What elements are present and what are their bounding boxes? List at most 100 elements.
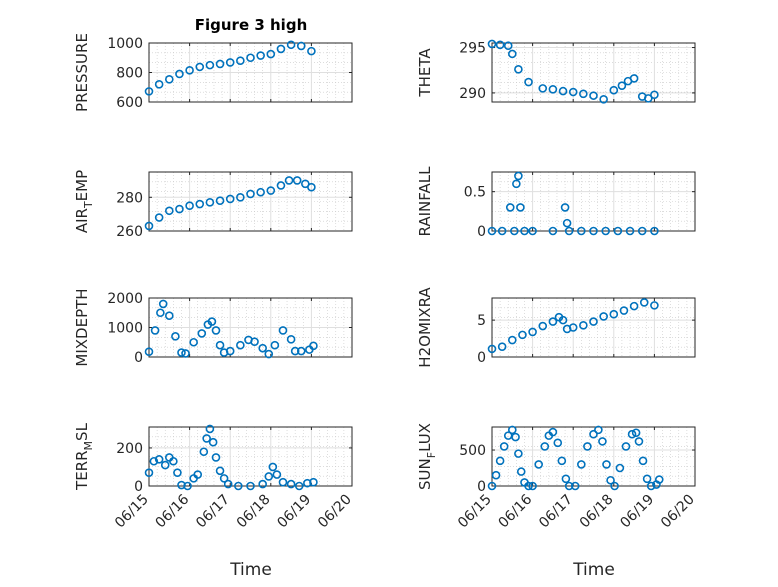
panels: 600 800 1000 PRESSURE 290 295 THETA 260 280 AIRTE… xyxy=(73,33,698,531)
data-point xyxy=(264,349,274,359)
data-point xyxy=(644,94,653,103)
data-point xyxy=(284,176,294,185)
x-tick-label: 06/19 xyxy=(274,492,314,532)
data-point xyxy=(202,434,211,443)
data-point xyxy=(215,196,225,205)
data-point xyxy=(495,456,505,466)
y-tick-label: 0 xyxy=(134,479,143,495)
data-point xyxy=(199,447,209,457)
data-point xyxy=(256,187,265,197)
y-tick-label: 800 xyxy=(116,66,143,82)
data-point xyxy=(286,40,296,50)
data-point xyxy=(609,85,619,95)
y-axis-label: SUNFLUX xyxy=(416,423,438,490)
data-point xyxy=(296,346,306,356)
data-point xyxy=(225,194,235,204)
y-tick-label: 1000 xyxy=(107,36,143,52)
data-point xyxy=(562,218,572,228)
figure-title: Figure 3 high xyxy=(195,16,308,34)
data-point xyxy=(246,481,255,491)
data-point xyxy=(642,474,652,484)
data-point xyxy=(516,467,526,476)
axes-box xyxy=(491,426,696,487)
data-point xyxy=(144,468,154,477)
y-axis-label: PRESSURE xyxy=(73,33,91,112)
y-axis-label-rest: EMP xyxy=(73,170,91,201)
y-axis-label-sub: T xyxy=(82,201,95,209)
data-point xyxy=(278,326,288,335)
data-point xyxy=(650,90,659,100)
axes-box xyxy=(491,42,696,103)
data-point xyxy=(512,179,521,189)
y-axis-label: TERRMSL xyxy=(73,422,95,491)
data-point xyxy=(560,203,570,212)
y-tick-label: 5 xyxy=(477,313,486,329)
data-point xyxy=(613,226,623,236)
data-point xyxy=(276,181,286,190)
data-point xyxy=(185,65,194,75)
data-point xyxy=(286,334,296,344)
data-point xyxy=(246,53,255,63)
data-point xyxy=(258,479,267,489)
data-point xyxy=(144,347,154,356)
data-point xyxy=(548,226,558,236)
x-tick-label: 06/18 xyxy=(577,492,617,532)
data-point xyxy=(487,39,497,49)
y-tick-label: 200 xyxy=(116,441,143,457)
data-point xyxy=(171,332,180,341)
data-point xyxy=(278,477,288,487)
x-axis-labels: Time Time xyxy=(229,560,615,580)
data-point xyxy=(507,425,517,435)
data-point xyxy=(234,481,243,491)
data-point xyxy=(165,206,174,216)
data-point xyxy=(538,84,548,93)
data-point xyxy=(606,475,615,485)
data-point xyxy=(189,337,198,347)
data-point xyxy=(309,477,318,487)
data-point xyxy=(236,192,245,202)
x-tick-label: 06/16 xyxy=(496,491,536,531)
data-point xyxy=(634,437,644,446)
data-point xyxy=(154,213,164,222)
data-point xyxy=(286,479,296,489)
data-point xyxy=(610,481,619,491)
data-point xyxy=(497,342,507,351)
data-point xyxy=(568,87,578,97)
data-point xyxy=(149,456,159,466)
data-point xyxy=(223,479,233,489)
data-point xyxy=(197,329,207,338)
data-point xyxy=(303,478,312,488)
data-point xyxy=(558,86,568,96)
data-point xyxy=(516,203,525,212)
data-point xyxy=(524,481,533,491)
data-point xyxy=(205,60,215,70)
data-point xyxy=(165,74,174,84)
axes-box xyxy=(491,171,696,232)
y-axis-label: H2OMIXRA xyxy=(416,287,434,368)
data-point xyxy=(589,91,598,100)
data-point xyxy=(292,176,302,185)
panel-5: 0 1000 2000 MIXDEPTH xyxy=(73,288,353,367)
data-point xyxy=(211,326,221,335)
data-point xyxy=(646,481,656,491)
data-point xyxy=(589,429,598,439)
x-tick-label: 06/19 xyxy=(617,492,657,532)
data-point xyxy=(637,226,647,236)
data-point xyxy=(511,432,520,442)
data-point xyxy=(505,203,515,212)
panel-4: 0 0.5 RAINFALL xyxy=(416,166,696,240)
panel-6: 0 5 H2OMIXRA xyxy=(416,287,696,368)
data-point xyxy=(307,182,316,192)
data-point xyxy=(583,442,592,451)
data-point xyxy=(154,455,164,464)
data-point xyxy=(654,475,664,484)
data-point xyxy=(638,456,648,466)
y-tick-label: 2000 xyxy=(107,291,143,307)
data-point xyxy=(631,428,641,438)
axes-box xyxy=(491,297,696,358)
data-point xyxy=(154,80,164,89)
y-axis-label-rest: LUX xyxy=(416,423,434,452)
data-point xyxy=(639,298,649,307)
data-point xyxy=(589,226,598,236)
